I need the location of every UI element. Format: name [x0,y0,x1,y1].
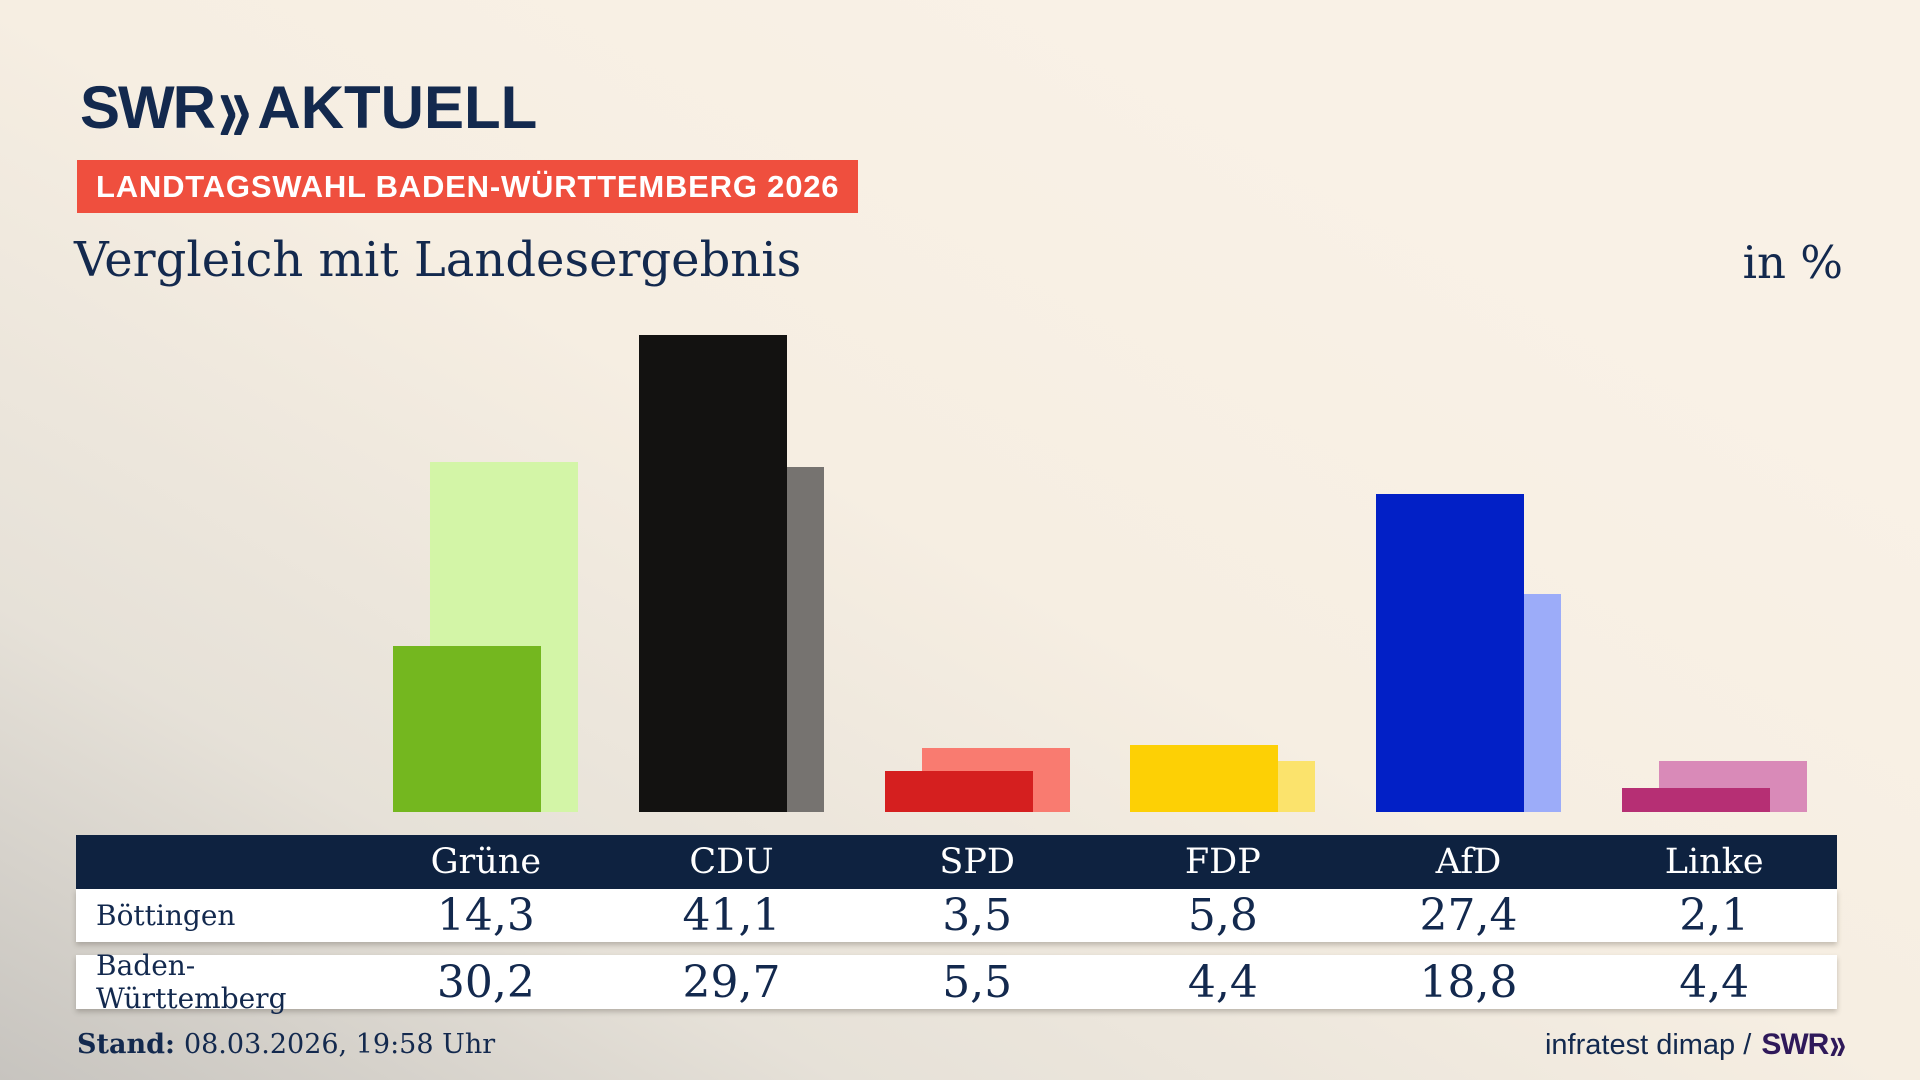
bar-boettingen-linke [1621,787,1770,812]
bar-pair-cdu [639,267,824,812]
party-header-spd: SPD [939,842,1015,882]
table-row-baden-wuerttemberg: Baden-Württemberg 30,2 29,7 5,5 4,4 18,8 4,4 [76,949,1837,1015]
bar-pair-linke [1621,267,1807,812]
value-boettingen-afd: 27,4 [1419,890,1518,941]
party-header-linke: Linke [1664,842,1764,882]
footer-source: infratest dimap / SWR» [1544,1018,1846,1070]
value-baden-wuerttemberg-linke: 4,4 [1679,956,1750,1008]
bar-boettingen-fdp [1130,744,1279,812]
party-header-cdu: CDU [689,842,774,882]
source-text: infratest dimap / [1544,1029,1752,1061]
chart-group-fdp [1100,267,1346,812]
row-label-boettingen: Böttingen [96,899,236,932]
value-boettingen-gruene: 14,3 [436,890,535,941]
bar-chart [76,267,1837,812]
value-baden-wuerttemberg-spd: 5,5 [942,956,1013,1008]
party-header-fdp: FDP [1184,842,1261,882]
bar-boettingen-afd [1376,494,1525,812]
bar-pair-afd [1376,267,1562,812]
value-boettingen-fdp: 5,8 [1187,890,1258,941]
unit-label: in % [1742,236,1843,289]
page-title: Vergleich mit Landesergebnis [74,232,802,288]
bar-boettingen-cdu [639,335,787,812]
stand-label: Stand: [77,1029,175,1060]
value-baden-wuerttemberg-gruene: 30,2 [436,956,535,1008]
chart-group-spd [854,267,1100,812]
value-baden-wuerttemberg-fdp: 4,4 [1187,956,1258,1008]
swr-footer-logo: SWR» [1761,1018,1846,1070]
chart-group-cdu [609,267,855,812]
table-header-row: Grüne CDU SPD FDP AfD Linke [76,835,1837,889]
chart-group-afd [1346,267,1592,812]
value-boettingen-linke: 2,1 [1679,890,1750,941]
footer-stand: Stand: 08.03.2026, 19:58 Uhr [77,1029,495,1060]
bar-boettingen-gruene [393,646,542,812]
value-baden-wuerttemberg-cdu: 29,7 [682,956,781,1008]
double-chevron-icon: » [217,50,251,165]
results-table: Grüne CDU SPD FDP AfD Linke Böttingen 14,3 41,… [76,835,1837,1015]
swr-aktuell-logo: SWR» AKTUELL [80,56,537,158]
election-badge: LANDTAGSWAHL BADEN-WÜRTTEMBERG 2026 [77,160,859,213]
row-label-baden-wuerttemberg: Baden-Württemberg [96,949,287,1015]
bar-pair-fdp [1130,267,1316,812]
chart-group-linke [1591,267,1837,812]
value-baden-wuerttemberg-afd: 18,8 [1419,956,1518,1008]
bar-pair-spd [884,267,1070,812]
value-boettingen-cdu: 41,1 [682,890,781,941]
bar-pair-gruene [393,267,579,812]
logo-suffix: AKTUELL [257,74,538,141]
chart-label-column-spacer [76,811,363,812]
bar-boettingen-spd [884,771,1033,812]
double-chevron-icon: » [1829,1018,1846,1070]
table-row-boettingen: Böttingen 14,3 41,1 3,5 5,8 27,4 2,1 [76,889,1837,942]
stand-value: 08.03.2026, 19:58 Uhr [183,1029,496,1060]
party-header-afd: AfD [1435,842,1502,882]
swr-logo-text: SWR [80,74,216,141]
chart-group-gruene [363,267,609,812]
party-header-gruene: Grüne [430,842,542,882]
value-boettingen-spd: 3,5 [942,890,1013,941]
